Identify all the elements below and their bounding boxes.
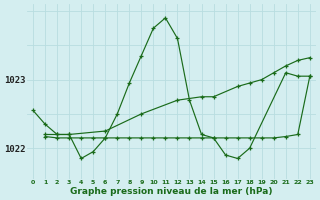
- X-axis label: Graphe pression niveau de la mer (hPa): Graphe pression niveau de la mer (hPa): [70, 187, 273, 196]
